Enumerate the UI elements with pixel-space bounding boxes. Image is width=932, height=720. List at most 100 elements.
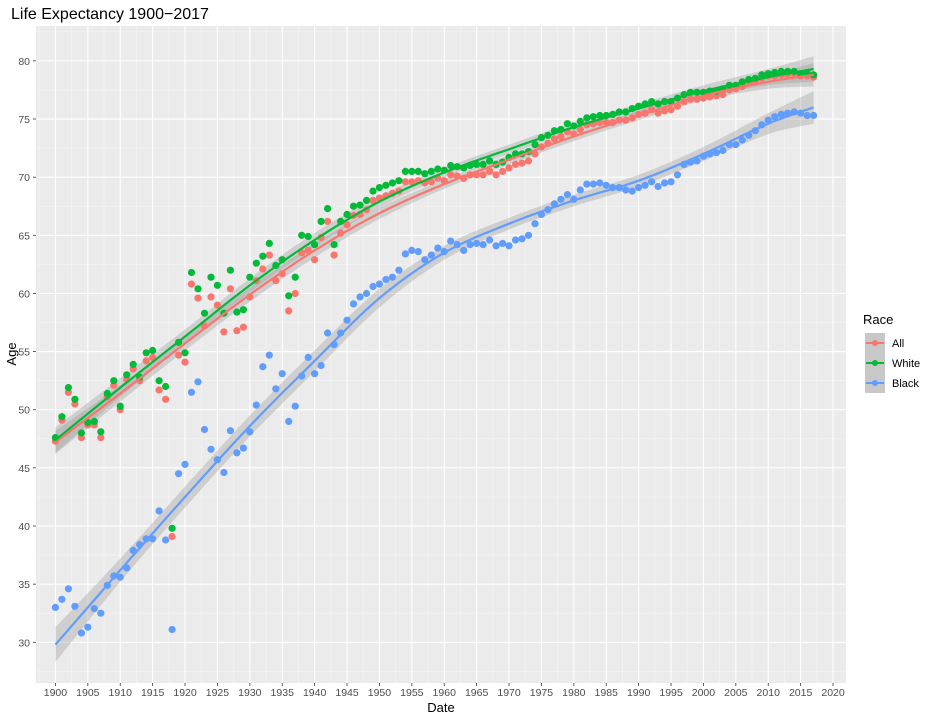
- y-axis-ticks: 30 35 40 45 50 55 60 65 70 75 80: [18, 56, 36, 649]
- data-point-white: [265, 239, 273, 247]
- data-point-white: [259, 252, 267, 260]
- data-point-all: [486, 167, 494, 175]
- x-tick-label: 1910: [109, 687, 133, 699]
- data-point-white: [408, 167, 416, 175]
- data-point-white: [369, 187, 377, 195]
- data-point-all: [505, 164, 513, 172]
- data-point-white: [421, 170, 429, 178]
- y-tick-label: 70: [18, 172, 30, 184]
- data-point-all: [291, 289, 299, 298]
- data-point-white: [589, 113, 597, 121]
- data-point-white: [142, 349, 150, 357]
- data-point-black: [207, 445, 215, 453]
- data-point-white: [200, 309, 209, 317]
- data-point-all: [719, 91, 727, 99]
- data-point-black: [97, 609, 105, 617]
- data-point-black: [479, 241, 487, 249]
- legend-title: Race: [863, 312, 893, 327]
- data-point-black: [810, 111, 818, 120]
- y-tick-label: 60: [18, 288, 30, 300]
- data-point-all: [499, 167, 507, 175]
- data-point-white: [388, 179, 396, 187]
- data-point-all: [518, 159, 526, 167]
- data-point-black: [71, 602, 79, 610]
- data-point-all: [207, 293, 215, 301]
- data-point-all: [557, 132, 565, 141]
- data-point-white: [239, 306, 247, 314]
- data-point-black: [246, 428, 254, 436]
- data-point-black: [408, 246, 416, 254]
- data-point-black: [596, 179, 604, 187]
- y-tick-label: 75: [18, 114, 30, 126]
- data-point-white: [311, 241, 319, 249]
- x-axis-title: Date: [427, 700, 454, 715]
- fit-lines: [54, 67, 814, 646]
- data-point-all: [259, 265, 267, 273]
- data-point-white: [427, 167, 435, 175]
- x-tick-label: 2015: [789, 687, 813, 699]
- data-point-white: [330, 241, 338, 249]
- data-point-white: [207, 273, 215, 281]
- data-point-black: [602, 181, 610, 189]
- data-point-all: [524, 157, 533, 165]
- fit-line-black: [54, 106, 814, 646]
- data-point-all: [511, 160, 520, 168]
- data-point-white: [382, 181, 390, 189]
- data-point-white: [90, 417, 98, 425]
- data-point-white: [563, 120, 572, 128]
- data-point-all: [324, 217, 332, 225]
- data-point-black: [622, 186, 630, 194]
- data-point-all: [162, 395, 170, 403]
- data-point-white: [149, 346, 157, 354]
- data-point-black: [777, 110, 785, 118]
- data-point-all: [654, 109, 662, 117]
- data-point-white: [596, 111, 604, 120]
- x-tick-label: 1980: [562, 687, 586, 699]
- data-point-black: [317, 361, 325, 370]
- data-point-black: [628, 187, 636, 195]
- data-point-black: [434, 244, 442, 252]
- data-point-black: [641, 181, 649, 189]
- data-point-white: [213, 281, 221, 289]
- data-point-black: [648, 178, 656, 186]
- x-tick-label: 1985: [595, 687, 619, 699]
- data-point-black: [667, 178, 675, 186]
- data-point-all: [408, 178, 416, 186]
- data-point-black: [259, 363, 267, 371]
- data-point-black: [278, 370, 286, 378]
- data-point-white: [576, 117, 584, 125]
- data-point-white: [583, 114, 591, 122]
- data-point-all: [239, 323, 247, 331]
- fit-line-all: [54, 73, 814, 444]
- data-point-all: [142, 357, 150, 365]
- fit-line-white: [54, 67, 814, 441]
- data-point-white: [298, 231, 306, 239]
- x-tick-label: 1905: [76, 687, 100, 699]
- x-tick-label: 1930: [238, 687, 262, 699]
- data-point-black: [252, 401, 260, 409]
- data-point-black: [58, 595, 66, 603]
- data-point-black: [654, 182, 662, 191]
- data-point-all: [285, 307, 293, 315]
- data-point-black: [304, 353, 312, 361]
- data-point-white: [64, 384, 72, 392]
- data-point-black: [343, 316, 351, 324]
- data-point-black: [265, 351, 273, 359]
- data-point-black: [583, 180, 591, 188]
- data-point-black: [51, 603, 60, 612]
- data-point-black: [511, 236, 520, 244]
- data-point-black: [362, 289, 371, 298]
- data-point-black: [311, 370, 319, 378]
- data-point-black: [382, 275, 390, 284]
- data-point-white: [97, 428, 105, 436]
- data-point-white: [77, 429, 85, 437]
- data-point-all: [194, 294, 202, 302]
- data-point-all: [661, 107, 669, 115]
- data-point-black: [285, 417, 293, 425]
- data-point-all: [97, 434, 105, 442]
- data-point-white: [168, 524, 176, 532]
- x-tick-label: 1940: [303, 687, 327, 699]
- data-point-all: [272, 277, 280, 285]
- data-point-white: [162, 382, 170, 391]
